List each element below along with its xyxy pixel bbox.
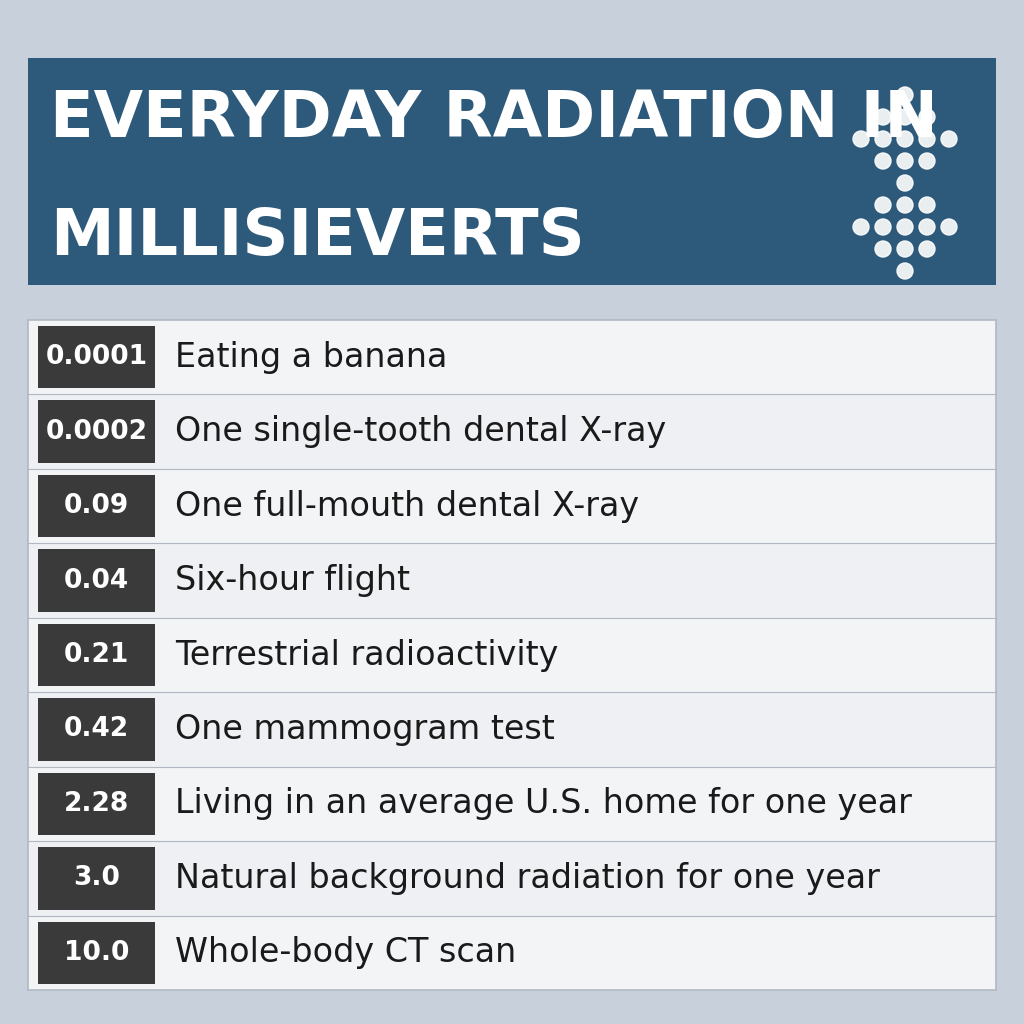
Bar <box>28 319 996 990</box>
Circle shape <box>874 241 891 257</box>
Text: 0.21: 0.21 <box>63 642 129 668</box>
Circle shape <box>897 241 913 257</box>
Bar <box>28 58 996 285</box>
Bar <box>28 617 996 692</box>
Bar <box>28 692 996 767</box>
Bar <box>28 394 996 469</box>
Circle shape <box>874 197 891 213</box>
Text: Six-hour flight: Six-hour flight <box>175 564 410 597</box>
Circle shape <box>941 131 957 147</box>
Bar <box>38 624 155 686</box>
Circle shape <box>897 153 913 169</box>
Circle shape <box>853 219 869 234</box>
Circle shape <box>874 109 891 125</box>
Bar <box>38 549 155 611</box>
Text: 0.42: 0.42 <box>63 717 129 742</box>
Bar <box>38 773 155 836</box>
Circle shape <box>897 175 913 191</box>
Text: 0.04: 0.04 <box>63 567 129 594</box>
Circle shape <box>919 219 935 234</box>
Circle shape <box>897 109 913 125</box>
Bar <box>28 469 996 544</box>
Bar <box>38 847 155 909</box>
Circle shape <box>897 131 913 147</box>
Circle shape <box>941 219 957 234</box>
Circle shape <box>919 153 935 169</box>
Bar <box>28 544 996 617</box>
Text: One single-tooth dental X-ray: One single-tooth dental X-ray <box>175 415 667 449</box>
Circle shape <box>897 87 913 103</box>
Circle shape <box>897 197 913 213</box>
Bar <box>28 915 996 990</box>
Bar <box>38 922 155 984</box>
Text: EVERYDAY RADIATION IN: EVERYDAY RADIATION IN <box>50 88 938 150</box>
Text: 0.09: 0.09 <box>63 494 129 519</box>
Bar <box>28 319 996 394</box>
Bar <box>38 698 155 761</box>
Text: MILLISIEVERTS: MILLISIEVERTS <box>50 206 585 268</box>
Bar <box>28 319 996 990</box>
Text: 3.0: 3.0 <box>73 865 120 891</box>
Bar <box>38 475 155 538</box>
Text: Whole-body CT scan: Whole-body CT scan <box>175 936 516 970</box>
Text: 0.0002: 0.0002 <box>45 419 147 444</box>
Circle shape <box>874 219 891 234</box>
Circle shape <box>919 197 935 213</box>
Text: Natural background radiation for one year: Natural background radiation for one yea… <box>175 862 880 895</box>
Circle shape <box>874 131 891 147</box>
Circle shape <box>919 241 935 257</box>
Text: Terrestrial radioactivity: Terrestrial radioactivity <box>175 639 558 672</box>
Circle shape <box>853 131 869 147</box>
Circle shape <box>874 153 891 169</box>
Bar <box>38 400 155 463</box>
Bar <box>38 326 155 388</box>
Text: One mammogram test: One mammogram test <box>175 713 555 745</box>
Bar <box>28 767 996 841</box>
Text: 10.0: 10.0 <box>63 940 129 966</box>
Text: 0.0001: 0.0001 <box>45 344 147 371</box>
Text: One full-mouth dental X-ray: One full-mouth dental X-ray <box>175 489 639 522</box>
Text: Eating a banana: Eating a banana <box>175 341 447 374</box>
Bar <box>28 841 996 915</box>
Circle shape <box>897 219 913 234</box>
Circle shape <box>897 263 913 279</box>
Text: 2.28: 2.28 <box>63 791 129 817</box>
Text: Living in an average U.S. home for one year: Living in an average U.S. home for one y… <box>175 787 912 820</box>
Circle shape <box>919 131 935 147</box>
Circle shape <box>919 109 935 125</box>
